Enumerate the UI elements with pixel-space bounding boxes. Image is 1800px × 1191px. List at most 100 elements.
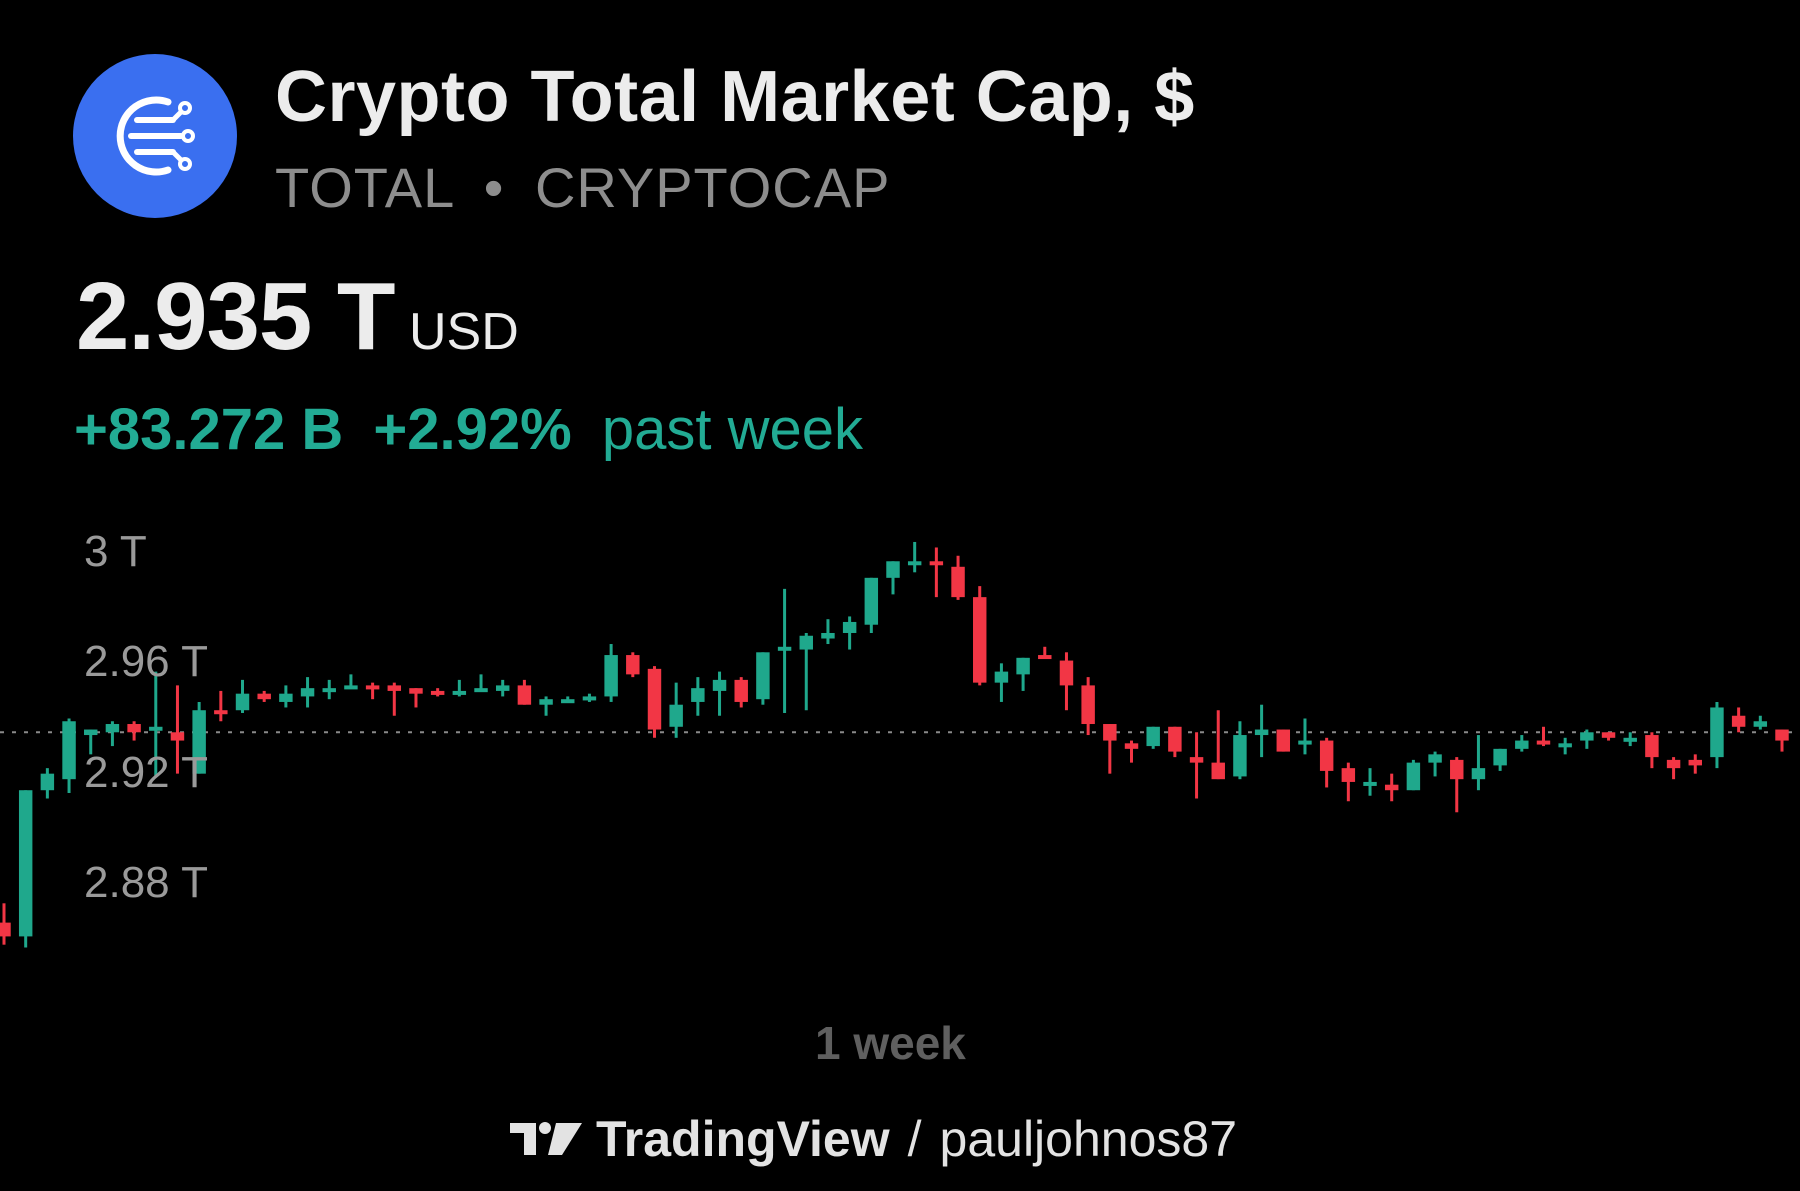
candle[interactable] — [430, 688, 445, 697]
candle[interactable] — [886, 561, 900, 595]
candle[interactable] — [582, 693, 597, 702]
author-name[interactable]: pauljohnos87 — [939, 1111, 1238, 1167]
candle[interactable] — [1189, 732, 1204, 799]
candle[interactable] — [669, 682, 683, 738]
candle[interactable] — [1276, 729, 1291, 752]
candle[interactable] — [1493, 748, 1507, 771]
candle[interactable] — [1688, 754, 1702, 774]
candle[interactable] — [973, 586, 987, 686]
candle[interactable] — [1775, 729, 1789, 752]
candle[interactable] — [1536, 726, 1551, 747]
candle[interactable] — [300, 677, 315, 708]
candle[interactable] — [387, 682, 402, 716]
candle[interactable] — [1753, 715, 1768, 730]
candle[interactable] — [495, 679, 510, 697]
candle[interactable] — [1666, 757, 1681, 780]
candle[interactable] — [0, 903, 11, 945]
y-axis-tick-label: 3 T — [84, 527, 147, 576]
symbol-line: TOTAL • CRYPTOCAP — [275, 155, 890, 220]
candle[interactable] — [907, 541, 922, 573]
candle[interactable] — [149, 671, 163, 777]
candle[interactable] — [474, 674, 488, 693]
candle[interactable] — [18, 790, 33, 948]
candle[interactable] — [1645, 732, 1659, 769]
candle[interactable] — [1428, 751, 1442, 777]
candle[interactable] — [105, 721, 120, 747]
candle[interactable] — [517, 679, 532, 705]
cryptocap-network-icon — [116, 96, 195, 176]
currency-label: USD — [409, 303, 519, 361]
candle[interactable] — [1471, 735, 1486, 791]
candle[interactable] — [1298, 718, 1312, 755]
candle[interactable] — [951, 555, 965, 600]
candle[interactable] — [257, 690, 271, 702]
candle[interactable] — [821, 619, 835, 645]
candle[interactable] — [777, 588, 792, 713]
candle[interactable] — [1103, 724, 1117, 774]
candle[interactable] — [1384, 773, 1399, 802]
price-block: 2.935 T USD — [76, 262, 519, 372]
candle[interactable] — [1016, 657, 1030, 691]
candle[interactable] — [84, 729, 98, 755]
candle[interactable] — [1146, 726, 1160, 749]
candle[interactable] — [40, 768, 55, 799]
tradingview-logo-icon — [510, 1122, 582, 1155]
change-percent: +2.92% — [373, 397, 572, 462]
cryptocap-logo — [73, 54, 237, 218]
candle[interactable] — [365, 682, 380, 700]
candle[interactable] — [626, 652, 640, 678]
candle[interactable] — [1450, 757, 1464, 813]
candle[interactable] — [1319, 737, 1334, 788]
candle[interactable] — [1038, 646, 1052, 660]
candle[interactable] — [647, 666, 662, 738]
candle[interactable] — [1601, 732, 1616, 741]
candle[interactable] — [1580, 729, 1594, 749]
change-period: past week — [601, 397, 864, 462]
candle[interactable] — [1211, 710, 1225, 780]
candle[interactable] — [1341, 762, 1356, 802]
candle[interactable] — [561, 696, 575, 704]
candle[interactable] — [1558, 737, 1572, 755]
symbol-ticker: TOTAL — [275, 156, 454, 219]
candle[interactable] — [1059, 652, 1074, 711]
range-label[interactable]: 1 week — [815, 1017, 966, 1069]
candle[interactable] — [864, 577, 879, 633]
candle[interactable] — [604, 644, 618, 702]
candle[interactable] — [62, 718, 76, 793]
candle[interactable] — [756, 652, 770, 705]
candle[interactable] — [235, 679, 250, 713]
exchange-name: CRYPTOCAP — [534, 156, 891, 219]
candle[interactable] — [929, 547, 944, 598]
candle[interactable] — [192, 701, 206, 774]
price-change: +83.272 B +2.92% past week — [74, 396, 863, 463]
candle[interactable] — [734, 677, 748, 708]
candle[interactable] — [1623, 732, 1637, 747]
candle[interactable] — [1233, 721, 1247, 780]
candle[interactable] — [322, 679, 336, 700]
candle[interactable] — [452, 679, 467, 697]
candle[interactable] — [691, 677, 705, 716]
candle[interactable] — [279, 685, 293, 708]
candle[interactable] — [1168, 726, 1182, 758]
candle[interactable] — [842, 616, 857, 650]
candle[interactable] — [344, 674, 358, 690]
candle[interactable] — [1081, 677, 1095, 736]
tradingview-brand: TradingView — [596, 1111, 890, 1167]
candle[interactable] — [1515, 735, 1529, 752]
candle[interactable] — [1363, 768, 1377, 796]
candle[interactable] — [1710, 701, 1724, 769]
y-axis-tick-label: 2.96 T — [84, 637, 208, 687]
candle[interactable] — [1731, 707, 1746, 733]
candle[interactable] — [539, 696, 553, 716]
candle[interactable] — [127, 721, 141, 741]
candle[interactable] — [1406, 759, 1421, 791]
candle[interactable] — [799, 632, 813, 711]
candle[interactable] — [712, 671, 727, 716]
candle[interactable] — [994, 663, 1009, 702]
candle[interactable] — [214, 690, 228, 722]
candle[interactable] — [1124, 740, 1139, 763]
candle[interactable] — [170, 685, 185, 774]
candle[interactable] — [1254, 704, 1269, 758]
candle[interactable] — [409, 688, 423, 708]
